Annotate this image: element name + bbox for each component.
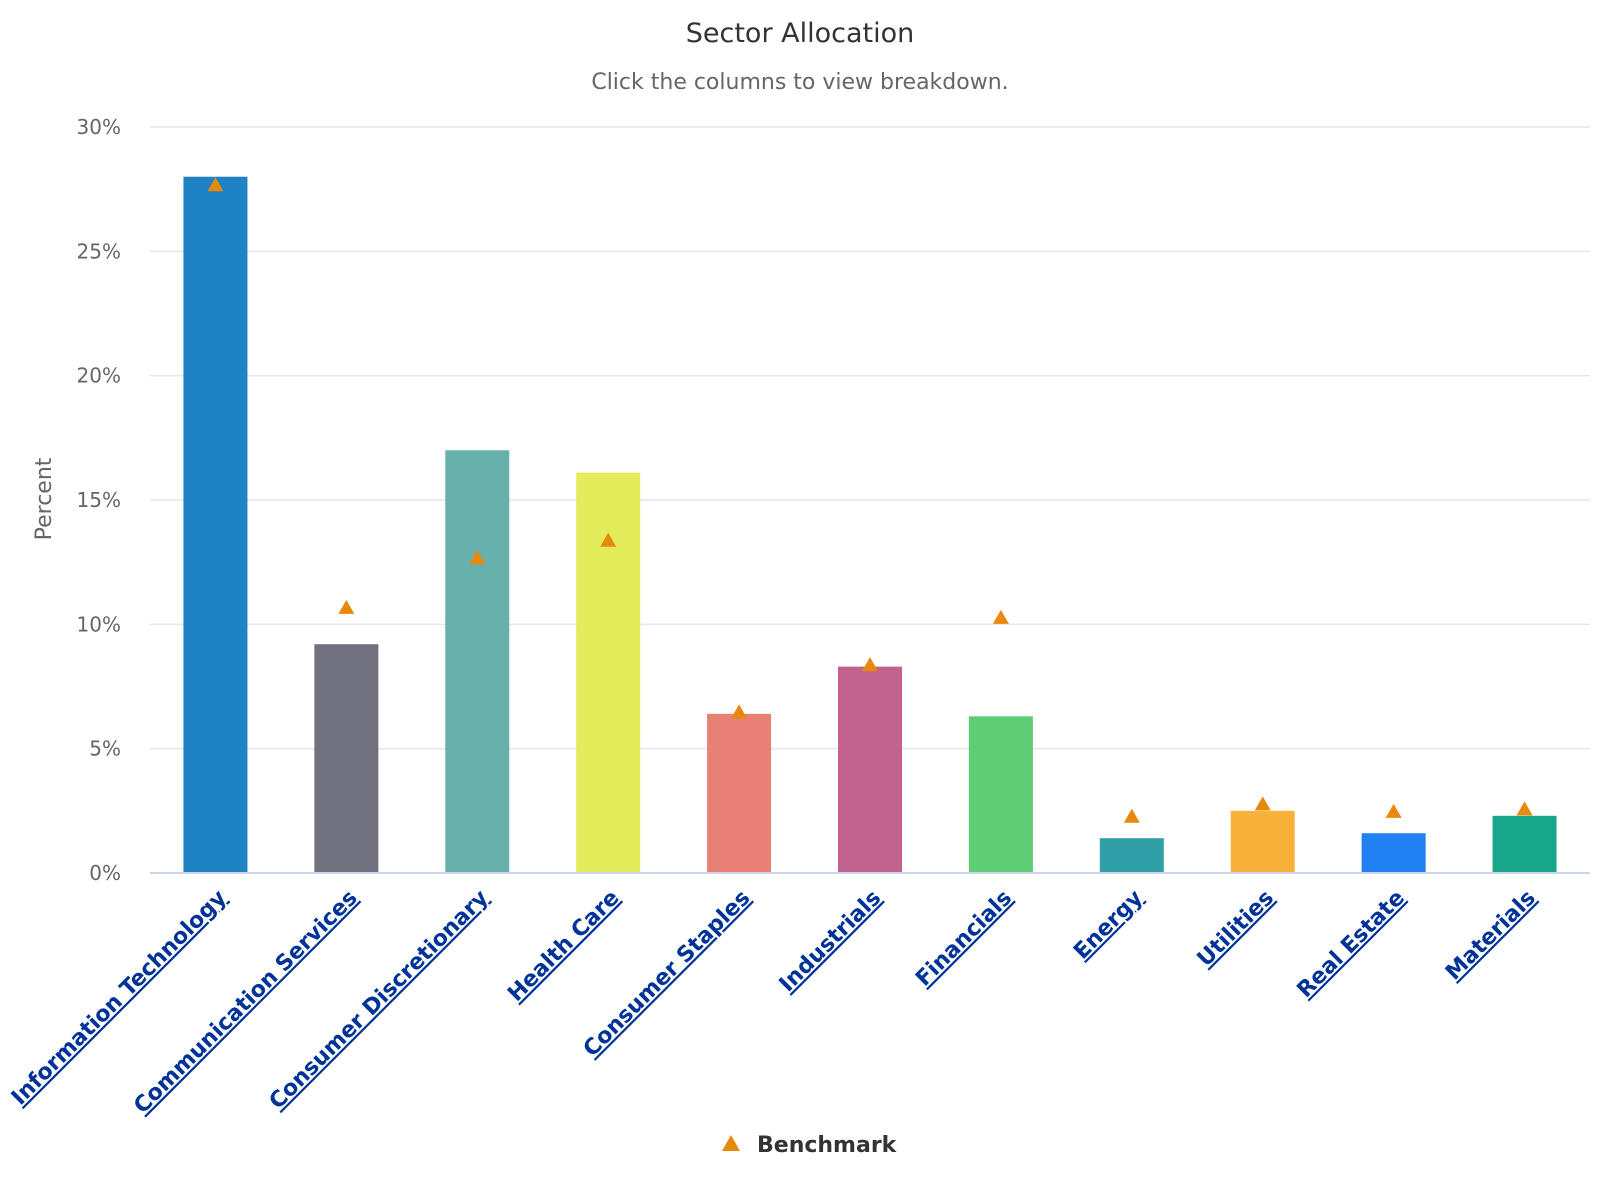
benchmark-point[interactable] xyxy=(731,704,748,719)
bar[interactable] xyxy=(707,713,772,873)
x-tick-label[interactable]: Health Care xyxy=(503,886,624,1007)
benchmark-markers xyxy=(207,177,1533,823)
chart-title: Sector Allocation xyxy=(686,18,915,49)
y-tick-label: 25% xyxy=(77,239,121,263)
benchmark-point[interactable] xyxy=(1254,796,1271,811)
x-tick-label[interactable]: Energy xyxy=(1069,886,1148,965)
benchmark-point[interactable] xyxy=(600,532,617,547)
benchmark-point[interactable] xyxy=(862,657,878,672)
x-tick-label[interactable]: Communication Services xyxy=(129,886,362,1119)
y-axis-title: Percent xyxy=(32,457,57,540)
x-tick-label[interactable]: Financials xyxy=(911,886,1017,992)
bars xyxy=(183,176,1557,873)
legend-triangle-icon xyxy=(722,1135,740,1151)
bar[interactable] xyxy=(968,716,1033,873)
bar[interactable] xyxy=(314,644,379,873)
x-tick-label[interactable]: Materials xyxy=(1441,886,1541,986)
bar[interactable] xyxy=(838,666,902,873)
benchmark-point[interactable] xyxy=(207,177,224,192)
grid-lines xyxy=(150,126,1590,750)
bar[interactable] xyxy=(1361,833,1426,873)
y-tick-label: 20% xyxy=(77,364,121,388)
x-tick-label[interactable]: Consumer Discretionary xyxy=(265,886,494,1115)
benchmark-point[interactable] xyxy=(1516,801,1533,816)
benchmark-point[interactable] xyxy=(338,599,355,614)
bar[interactable] xyxy=(445,450,510,873)
benchmark-point[interactable] xyxy=(469,550,486,565)
y-tick-label: 15% xyxy=(77,488,121,512)
y-tick-label: 30% xyxy=(77,115,121,139)
y-axis-ticks: 0% 5% 10% 15% 20% 25% 30% xyxy=(77,115,121,885)
bar[interactable] xyxy=(1099,838,1164,873)
y-tick-label: 10% xyxy=(77,612,121,636)
legend-label[interactable]: Benchmark xyxy=(757,1133,898,1158)
x-tick-label[interactable]: Industrials xyxy=(775,886,887,998)
x-tick-label[interactable]: Utilities xyxy=(1193,886,1279,972)
y-tick-label: 5% xyxy=(89,737,121,761)
legend[interactable]: Benchmark xyxy=(722,1133,898,1158)
benchmark-point[interactable] xyxy=(992,609,1009,624)
bar[interactable] xyxy=(183,176,248,873)
x-tick-label[interactable]: Information Technology xyxy=(7,886,232,1111)
x-tick-label[interactable]: Real Estate xyxy=(1293,886,1410,1003)
chart-subtitle: Click the columns to view breakdown. xyxy=(591,70,1008,95)
bar[interactable] xyxy=(576,472,641,873)
y-tick-label: 0% xyxy=(89,861,121,885)
benchmark-point[interactable] xyxy=(1385,803,1402,818)
bar[interactable] xyxy=(1492,815,1557,873)
bar[interactable] xyxy=(1230,810,1295,873)
benchmark-point[interactable] xyxy=(1123,808,1140,823)
